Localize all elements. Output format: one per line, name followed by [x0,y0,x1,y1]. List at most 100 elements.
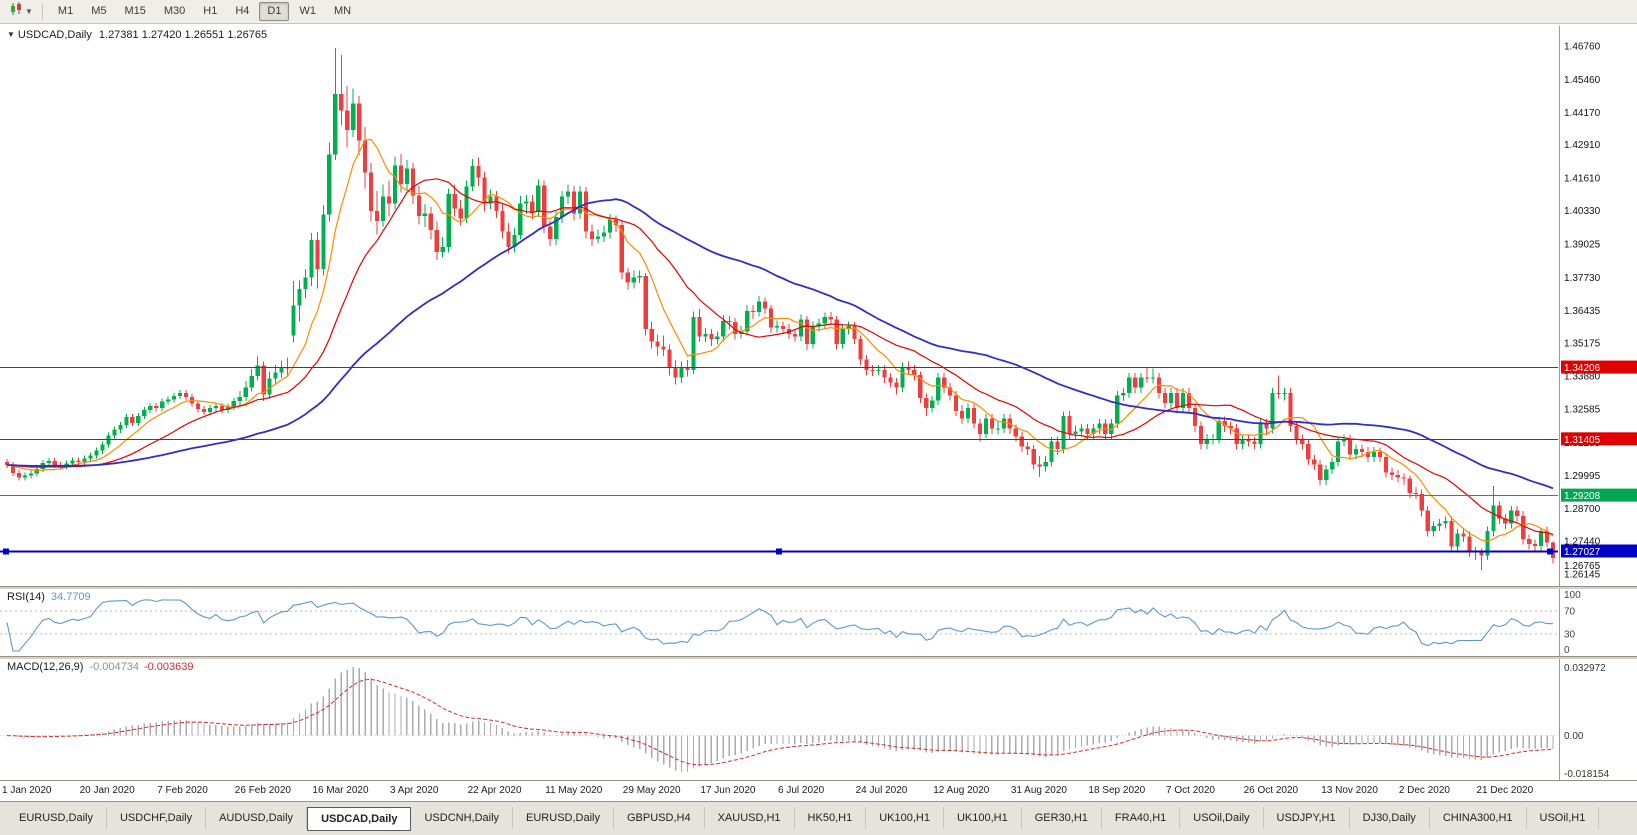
date-label: 2 Dec 2020 [1398,785,1450,796]
svg-text:1.46760: 1.46760 [1564,41,1601,52]
svg-text:1.36435: 1.36435 [1564,306,1601,317]
chart-title: ▼ USDCAD,Daily 1.27381 1.27420 1.26551 1.2… [7,29,267,41]
timeframe-button-m30[interactable]: M30 [163,5,186,17]
ma-line-8 [6,138,1554,542]
rsi-value: 34.7709 [50,591,91,603]
date-label: 1 Jan 2020 [2,785,52,796]
candles-layer [4,48,1556,571]
chart-tab-usdjpy-h1[interactable]: USDJPY,H1 [1263,807,1350,829]
date-label: 24 Jul 2020 [855,785,908,796]
chart-tab-usoil-h1[interactable]: USOil,H1 [1526,807,1600,829]
price-level-badge [1561,488,1637,502]
macd-histogram [12,667,1554,772]
timeframe-button-mn[interactable]: MN [333,5,352,17]
timeframe-button-m1[interactable]: M1 [57,5,74,17]
chart-tab-usdchf-daily[interactable]: USDCHF,Daily [106,807,207,829]
svg-text:0: 0 [1564,645,1570,656]
svg-text:70: 70 [1564,607,1576,618]
chart-tab-china300-h1[interactable]: CHINA300,H1 [1429,807,1527,829]
timeframe-buttons: M1 M5 M15 M30 H1 H4 D1 W1 MN [49,2,360,21]
svg-text:1.29208: 1.29208 [1564,491,1601,502]
svg-text:1.27027: 1.27027 [1564,547,1601,558]
price-level-badge [1561,432,1637,446]
chart-tab-usoil-daily[interactable]: USOil,Daily [1180,807,1264,829]
ma-line-50 [6,198,1554,490]
macd-signal-value: -0.003639 [143,661,194,673]
chart-tab-dj30-daily[interactable]: DJ30,Daily [1349,807,1430,829]
timeframe-button-h1[interactable]: H1 [203,5,218,17]
chart-tab-xauusd-h1[interactable]: XAUUSD,H1 [704,807,795,829]
chart-tab-uk100-h1[interactable]: UK100,H1 [866,807,944,829]
date-label: 12 Aug 2020 [933,785,990,796]
date-label: 7 Oct 2020 [1166,785,1215,796]
chart-tab-ger30-h1[interactable]: GER30,H1 [1021,807,1102,829]
pane-separator[interactable] [0,586,1637,589]
date-label: 3 Apr 2020 [390,785,439,796]
chart-tab-audusd-daily[interactable]: AUDUSD,Daily [206,807,308,829]
svg-text:1.39025: 1.39025 [1564,240,1601,251]
svg-text:1.45460: 1.45460 [1564,75,1601,86]
svg-text:1.27440: 1.27440 [1564,536,1601,547]
svg-text:30: 30 [1564,629,1576,640]
hline-selection-handle [1547,548,1553,555]
hline-selection-handle [3,548,9,555]
price-level-badge [1561,360,1637,374]
price-axis: 1.46760 1.45460 1.44170 1.42910 1.41610 1.403… [1559,26,1637,586]
timeframe-button-d1[interactable]: D1 [259,2,290,21]
hline-selection-handle [776,548,782,555]
date-label: 18 Sep 2020 [1088,785,1146,796]
collapse-triangle-icon[interactable]: ▼ [7,30,15,39]
date-label: 20 Jan 2020 [79,785,135,796]
chart-tab-hk50-h1[interactable]: HK50,H1 [794,807,867,829]
macd-signal-line [6,678,1554,766]
svg-text:1.26765: 1.26765 [1564,561,1601,572]
date-label: 11 May 2020 [545,785,603,796]
svg-text:1.37730: 1.37730 [1564,273,1601,284]
pane-separator[interactable] [0,656,1637,659]
chart-tab-fra40-h1[interactable]: FRA40,H1 [1101,807,1181,829]
svg-text:1.31405: 1.31405 [1564,435,1601,446]
chart-type-button[interactable]: ▼ [5,0,36,23]
chart-tab-gbpusd-h4[interactable]: GBPUSD,H4 [614,807,705,829]
svg-text:100: 100 [1564,590,1581,601]
svg-text:0.00: 0.00 [1564,731,1584,742]
toolbar-separator [41,3,43,20]
chart-window: 1.46760 1.45460 1.44170 1.42910 1.41610 1.403… [0,24,1637,835]
macd-indicator-panel[interactable]: 0.032972 0.00 -0.018154 [0,659,1637,780]
date-label: 13 Nov 2020 [1321,785,1378,796]
chart-ohlc-values: 1.27381 1.27420 1.26551 1.26765 [98,29,268,41]
rsi-indicator-panel[interactable]: 100 70 30 0 [0,589,1637,656]
svg-text:1.29995: 1.29995 [1564,471,1601,482]
svg-text:-0.018154: -0.018154 [1564,769,1609,780]
chart-tab-usdcnh-daily[interactable]: USDCNH,Daily [411,807,514,829]
toolbar: ▼ M1 M5 M15 M30 H1 H4 D1 W1 MN [0,0,1637,24]
date-label: 29 May 2020 [622,785,681,796]
chart-tabs-bar: EURUSD,Daily USDCHF,Daily AUDUSD,Daily USDC… [0,801,1637,835]
rsi-line [6,599,1554,652]
timeframe-button-h4[interactable]: H4 [235,5,250,17]
ma-line-20 [6,178,1554,535]
date-label: 26 Feb 2020 [234,785,291,796]
date-label: 21 Dec 2020 [1476,785,1534,796]
chart-tab-eurusd-daily[interactable]: EURUSD,Daily [513,807,614,829]
chart-tab-usdcad-daily[interactable]: USDCAD,Daily [307,807,412,831]
svg-text:1.32585: 1.32585 [1564,405,1601,416]
chart-symbol-period: USDCAD,Daily [17,29,92,41]
chart-tab-eurusd-daily[interactable]: EURUSD,Daily [6,807,107,829]
timeframe-button-m15[interactable]: M15 [124,5,146,17]
svg-text:1.42910: 1.42910 [1564,140,1601,151]
svg-text:1.26145: 1.26145 [1564,570,1601,581]
chart-tab-uk100-h1[interactable]: UK100,H1 [943,807,1022,829]
date-label: 6 Jul 2020 [778,785,825,796]
rsi-name: RSI(14) [7,591,45,603]
timeframe-button-m5[interactable]: M5 [91,5,107,17]
date-axis[interactable]: 1 Jan 2020 20 Jan 2020 7 Feb 2020 26 Feb 20… [0,780,1637,801]
main-price-chart[interactable]: 1.46760 1.45460 1.44170 1.42910 1.41610 1.403… [0,26,1637,586]
svg-text:1.33880: 1.33880 [1564,371,1601,382]
svg-text:1.34206: 1.34206 [1564,363,1601,374]
date-label: 31 Aug 2020 [1010,785,1067,796]
timeframe-button-w1[interactable]: W1 [299,5,316,17]
date-label: 22 Apr 2020 [467,785,522,796]
svg-text:1.41610: 1.41610 [1564,173,1601,184]
svg-text:1.40330: 1.40330 [1564,206,1601,217]
